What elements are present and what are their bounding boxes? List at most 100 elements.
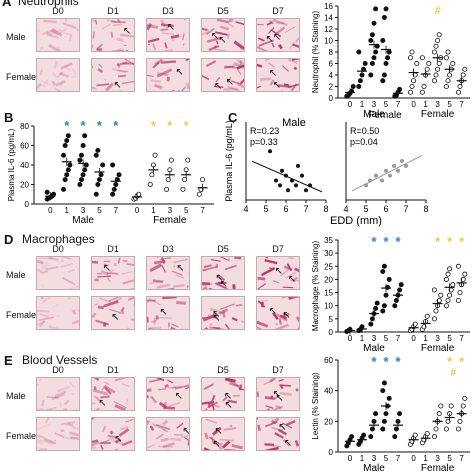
group-label-female: Female (421, 463, 455, 474)
data-point (164, 186, 170, 192)
data-point (61, 186, 67, 192)
y-tick-label: 40 (324, 387, 333, 396)
y-tick-label: 0 (329, 94, 334, 103)
data-point (95, 181, 101, 187)
micrograph-male-d7: ↖ ↖ (256, 18, 300, 52)
x-tick-label: 0 (348, 454, 353, 463)
data-point (404, 163, 408, 168)
data-point (290, 178, 294, 183)
data-point (438, 403, 444, 409)
data-point (421, 84, 427, 90)
data-point (445, 78, 451, 84)
arrow-icon: ↖ (166, 22, 176, 34)
data-point (392, 163, 396, 168)
arrow-icon: ↖ (176, 262, 185, 274)
x-tick-label: 7 (396, 100, 401, 109)
data-point (65, 133, 71, 139)
data-point (80, 172, 86, 178)
data-point (95, 147, 101, 153)
data-point (198, 186, 204, 192)
row-label-male: Male (6, 32, 26, 42)
data-point (278, 183, 282, 188)
data-point (44, 196, 50, 202)
data-point (380, 78, 386, 84)
data-point (431, 49, 437, 55)
data-point (426, 61, 432, 67)
data-point (371, 311, 377, 317)
arrow-icon: ↖ (113, 80, 122, 92)
row-label-female: Female (6, 72, 37, 82)
data-point (450, 282, 456, 288)
data-point (381, 72, 387, 78)
arrow-icon: ↖ (272, 389, 281, 401)
y-tick-label: 35 (324, 236, 333, 245)
x-tick-label: 5 (447, 100, 452, 109)
data-point (386, 395, 392, 401)
data-point (371, 55, 377, 61)
micrograph-male-d7: ↖ ↖ (256, 377, 300, 411)
y-axis-label: Neutrophil (% Staining) (311, 11, 320, 94)
data-point (457, 290, 463, 296)
significance-hash: # (435, 5, 441, 17)
data-point (419, 89, 425, 95)
data-point (381, 418, 387, 424)
day-header-d0: D0 (52, 365, 64, 375)
data-point (113, 181, 119, 187)
data-point (357, 78, 363, 84)
data-point (447, 292, 453, 298)
data-point (359, 324, 365, 330)
y-tick-label: 40 (20, 161, 29, 170)
y-axis-label: Lectin (% Staining) (311, 372, 320, 439)
micrograph-male-d3: ↖ (146, 18, 190, 52)
data-point (344, 328, 350, 334)
data-point (462, 271, 468, 277)
data-point (400, 159, 404, 163)
data-point (368, 72, 374, 78)
panel-a-title: Neutrophils (18, 0, 79, 8)
data-point (396, 168, 400, 173)
y-tick-label: 5 (329, 315, 334, 324)
y-tick-label: 15 (324, 289, 333, 298)
micrograph-male-d0 (36, 377, 80, 411)
significance-star: * (64, 118, 70, 133)
data-point (296, 163, 300, 168)
data-point (114, 177, 120, 183)
arrow-icon: ↖ (159, 306, 168, 318)
arrow-icon: ↖ (114, 434, 123, 446)
data-point (443, 84, 449, 90)
data-point (386, 49, 392, 55)
significance-star: * (184, 118, 190, 133)
data-point (383, 61, 389, 67)
micrograph-female-d5: ↖ ↖ (201, 58, 245, 92)
data-point (431, 316, 437, 322)
x-tick-label: 0 (348, 334, 353, 343)
data-point (308, 183, 312, 188)
data-point (397, 411, 403, 417)
micrograph-female-d0 (36, 417, 80, 451)
data-point (443, 303, 449, 309)
x-tick-label: 7 (459, 454, 464, 463)
data-point (450, 61, 456, 67)
data-point (152, 152, 158, 158)
panel-e-letter: E (4, 353, 13, 368)
data-point (443, 55, 449, 61)
arrow-icon: ↖ (287, 273, 297, 285)
data-point (65, 167, 71, 173)
data-point (419, 326, 425, 332)
arrow-icon: ↖ (122, 25, 132, 37)
x-tick-label: 1 (151, 206, 156, 215)
micrograph-male-d5: ↖ ↖ (201, 18, 245, 52)
x-tick-label: 0 (411, 334, 416, 343)
row-label-female: Female (6, 310, 37, 320)
significance-star: * (371, 354, 377, 369)
data-point (409, 438, 415, 444)
arrow-icon: ↖ (283, 437, 293, 449)
significance-star: * (81, 118, 87, 133)
arrow-icon: ↖ (223, 391, 233, 403)
data-point (149, 172, 155, 178)
significance-star: * (395, 354, 401, 369)
y-tick-label: 60 (20, 142, 29, 151)
x-tick-label: 7 (114, 206, 119, 215)
panel-d-title: Macrophages (22, 232, 95, 246)
data-point (381, 14, 387, 20)
